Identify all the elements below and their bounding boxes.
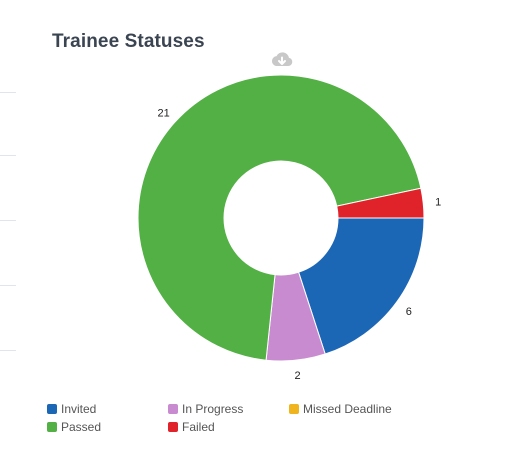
legend-item-failed[interactable]: Failed [168,420,215,434]
divider [0,350,16,351]
legend-item-invited[interactable]: Invited [47,402,96,416]
legend-item-passed[interactable]: Passed [47,420,101,434]
slice-invited[interactable] [297,217,425,355]
divider [0,285,16,286]
data-label-passed: 21 [157,107,169,119]
legend-label: Invited [61,402,97,416]
slice-passed[interactable] [137,74,422,361]
legend-swatch [168,422,178,432]
divider [0,220,16,221]
legend-label: Missed Deadline [303,402,392,416]
legend-swatch [168,404,178,414]
legend-item-in-progress[interactable]: In Progress [168,402,243,416]
legend-item-missed-deadline[interactable]: Missed Deadline [289,402,392,416]
legend-swatch [289,404,299,414]
chart-title: Trainee Statuses [52,31,205,52]
slice-failed[interactable] [336,187,425,219]
data-label-in-progress: 2 [294,370,300,382]
legend-swatch [47,404,57,414]
data-label-invited: 6 [406,306,412,318]
data-label-failed: 1 [435,196,441,208]
cloud-download-icon[interactable] [269,51,295,71]
legend-label: In Progress [182,402,244,416]
divider [0,92,16,93]
legend-label: Passed [61,420,102,434]
legend-label: Failed [182,420,215,434]
divider [0,155,16,156]
legend-swatch [47,422,57,432]
